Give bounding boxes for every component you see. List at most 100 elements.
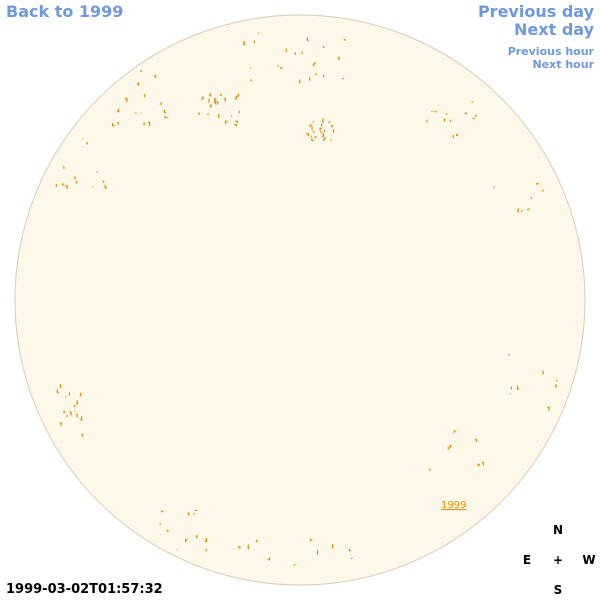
contour: [313, 136, 317, 139]
contour: [298, 79, 301, 84]
contour: [453, 430, 457, 433]
contour: [554, 384, 557, 388]
contour: [474, 438, 478, 443]
contour: [116, 121, 119, 125]
contour: [147, 121, 151, 127]
contour: [323, 130, 326, 133]
contour: [472, 117, 475, 120]
contour: [306, 132, 310, 137]
contour: [310, 135, 313, 137]
contour: [243, 40, 246, 46]
contour: [64, 396, 67, 398]
timestamp: 1999-03-02T01:57:32: [6, 582, 163, 597]
contour: [200, 95, 204, 100]
contour: [166, 529, 169, 533]
contour: [508, 353, 511, 356]
contour: [481, 461, 484, 465]
contour: [124, 97, 128, 103]
contour: [308, 77, 311, 81]
contour: [238, 545, 242, 549]
contour: [267, 556, 271, 561]
contour: [111, 122, 115, 127]
contour: [66, 414, 68, 418]
contour: [309, 538, 313, 542]
contour: [195, 534, 198, 539]
contour: [209, 92, 212, 97]
contour: [312, 63, 315, 67]
contour: [313, 62, 317, 64]
contour: [520, 209, 523, 212]
contour: [328, 121, 331, 124]
contour: [81, 433, 83, 437]
contour: [198, 112, 201, 116]
contour: [447, 446, 450, 450]
compass-north: N: [552, 523, 564, 537]
contour: [337, 56, 340, 61]
contour: [224, 120, 228, 125]
contour: [159, 523, 162, 525]
contour: [322, 74, 325, 78]
contour: [516, 385, 520, 390]
next-hour-link[interactable]: Next hour: [532, 58, 595, 71]
contour: [73, 176, 76, 180]
compass-center: +: [552, 553, 564, 567]
contour: [247, 544, 250, 549]
contour: [164, 115, 167, 119]
contour: [314, 73, 318, 76]
contour: [250, 79, 253, 82]
contour: [330, 125, 334, 128]
contour: [319, 127, 323, 132]
contour: [319, 131, 322, 134]
contour: [428, 468, 431, 471]
contour: [322, 45, 325, 49]
previous-day-link[interactable]: Previous day: [477, 2, 594, 21]
contour: [343, 38, 346, 42]
contour: [193, 512, 196, 515]
contour: [59, 422, 62, 427]
contour: [547, 406, 550, 411]
contour: [236, 93, 240, 97]
contour: [61, 183, 65, 186]
contour: [65, 184, 68, 190]
contour: [445, 113, 448, 115]
contour: [536, 182, 539, 186]
contour: [329, 138, 332, 141]
contour: [104, 184, 108, 189]
contour: [223, 97, 227, 102]
contour: [309, 124, 312, 128]
back-link[interactable]: Back to 1999: [6, 2, 124, 21]
contour: [279, 67, 283, 70]
region-label[interactable]: 1999: [441, 500, 467, 511]
contour: [431, 110, 433, 113]
contour: [63, 411, 66, 414]
contour: [75, 180, 78, 184]
contour: [234, 123, 238, 127]
contour: [75, 400, 78, 405]
contour: [73, 404, 76, 408]
contour: [234, 95, 238, 100]
contour: [474, 114, 477, 117]
contour: [455, 133, 459, 137]
contour: [153, 75, 157, 79]
previous-hour-link[interactable]: Previous hour: [507, 45, 594, 58]
contour: [143, 122, 146, 126]
contour: [69, 411, 72, 416]
contour: [213, 98, 217, 103]
next-day-link[interactable]: Next day: [514, 20, 594, 39]
contour: [217, 114, 221, 118]
contour: [136, 82, 140, 86]
contour: [204, 537, 208, 543]
contour: [555, 379, 558, 382]
contour: [477, 463, 481, 467]
contour: [116, 108, 120, 113]
contour: [471, 101, 474, 104]
contour: [235, 120, 238, 124]
contour: [448, 444, 452, 449]
contour: [139, 70, 143, 72]
contour: [219, 94, 222, 97]
contour: [75, 413, 78, 418]
